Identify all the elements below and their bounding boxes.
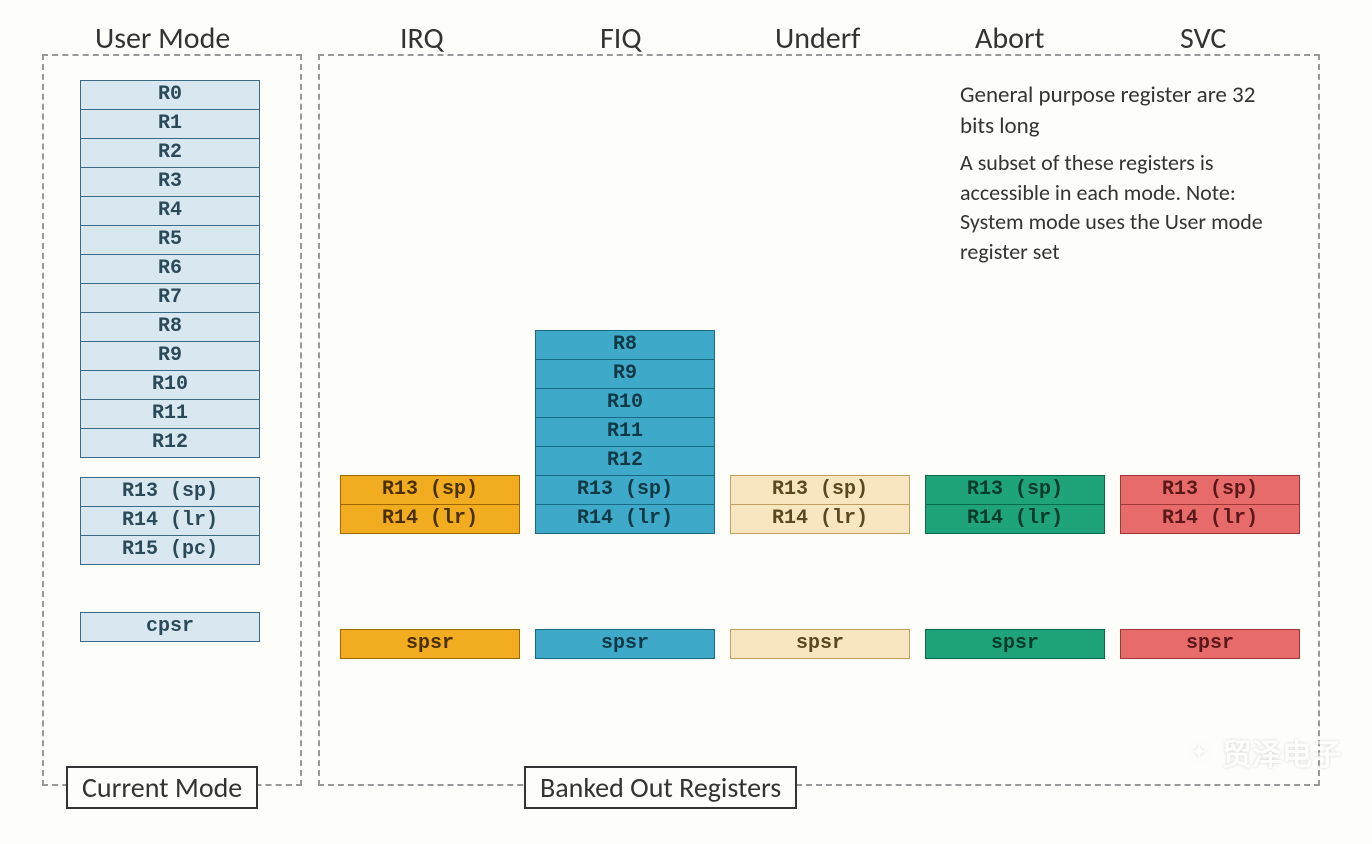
reg-r7: R7 <box>80 283 260 313</box>
note-text: General purpose register are 32 bits lon… <box>960 80 1280 267</box>
fiq-r14: R14 (lr) <box>535 504 715 534</box>
reg-r3: R3 <box>80 167 260 197</box>
reg-r0: R0 <box>80 80 260 110</box>
fiq-r12: R12 <box>535 446 715 476</box>
und-spsr: spsr <box>730 629 910 659</box>
svc-spsr: spsr <box>1120 629 1300 659</box>
fiq-spsr-col: spsr <box>535 629 715 659</box>
header-abt: Abort <box>975 20 1044 57</box>
reg-r12: R12 <box>80 428 260 458</box>
reg-r15-pc: R15 (pc) <box>80 535 260 565</box>
current-mode-label: Current Mode <box>66 766 258 809</box>
fiq-r13: R13 (sp) <box>535 475 715 505</box>
svc-column: R13 (sp) R14 (lr) <box>1120 475 1300 534</box>
note-line1: General purpose register are 32 bits lon… <box>960 80 1280 142</box>
reg-r1: R1 <box>80 109 260 139</box>
reg-r2: R2 <box>80 138 260 168</box>
abt-column: R13 (sp) R14 (lr) <box>925 475 1105 534</box>
header-fiq: FIQ <box>600 20 642 57</box>
watermark: ✦ 贸泽电子 <box>1182 730 1342 774</box>
irq-column: R13 (sp) R14 (lr) <box>340 475 520 534</box>
abt-r13: R13 (sp) <box>925 475 1105 505</box>
reg-r5: R5 <box>80 225 260 255</box>
svc-r14: R14 (lr) <box>1120 504 1300 534</box>
note-line2: A subset of these registers is accessibl… <box>960 148 1280 267</box>
und-column: R13 (sp) R14 (lr) <box>730 475 910 534</box>
reg-r13-sp: R13 (sp) <box>80 477 260 507</box>
fiq-r10: R10 <box>535 388 715 418</box>
reg-r8: R8 <box>80 312 260 342</box>
fiq-r9: R9 <box>535 359 715 389</box>
abt-spsr: spsr <box>925 629 1105 659</box>
reg-r6: R6 <box>80 254 260 284</box>
fiq-column: R8 R9 R10 R11 R12 R13 (sp) R14 (lr) <box>535 330 715 534</box>
watermark-text: 贸泽电子 <box>1222 730 1342 774</box>
abt-r14: R14 (lr) <box>925 504 1105 534</box>
banked-registers-label: Banked Out Registers <box>524 766 797 809</box>
header-svc: SVC <box>1180 20 1226 57</box>
reg-r9: R9 <box>80 341 260 371</box>
und-r14: R14 (lr) <box>730 504 910 534</box>
und-r13: R13 (sp) <box>730 475 910 505</box>
und-spsr-col: spsr <box>730 629 910 659</box>
svc-r13: R13 (sp) <box>1120 475 1300 505</box>
fiq-r11: R11 <box>535 417 715 447</box>
reg-r11: R11 <box>80 399 260 429</box>
reg-r10: R10 <box>80 370 260 400</box>
abt-spsr-col: spsr <box>925 629 1105 659</box>
fiq-spsr: spsr <box>535 629 715 659</box>
irq-r14: R14 (lr) <box>340 504 520 534</box>
header-user: User Mode <box>95 20 230 57</box>
irq-r13: R13 (sp) <box>340 475 520 505</box>
header-irq: IRQ <box>400 20 444 57</box>
reg-r14-lr: R14 (lr) <box>80 506 260 536</box>
irq-spsr: spsr <box>340 629 520 659</box>
reg-cpsr: cpsr <box>80 612 260 642</box>
wechat-icon: ✦ <box>1182 735 1216 769</box>
user-mode-column: R0 R1 R2 R3 R4 R5 R6 R7 R8 R9 R10 R11 R1… <box>80 80 260 642</box>
irq-spsr-col: spsr <box>340 629 520 659</box>
svc-spsr-col: spsr <box>1120 629 1300 659</box>
header-und: Underf <box>775 20 860 57</box>
fiq-r8: R8 <box>535 330 715 360</box>
reg-r4: R4 <box>80 196 260 226</box>
